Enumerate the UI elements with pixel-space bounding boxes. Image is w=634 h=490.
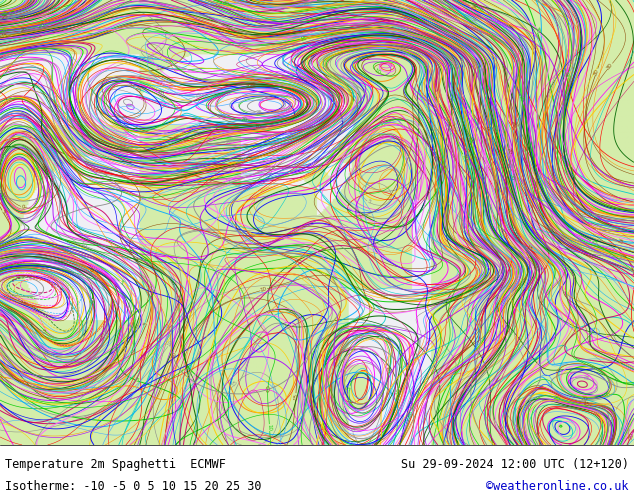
- Text: 20: 20: [241, 118, 249, 123]
- Text: 0: 0: [15, 298, 20, 304]
- Text: 25: 25: [590, 239, 598, 247]
- Text: 20: 20: [18, 17, 26, 24]
- Text: 30: 30: [606, 62, 614, 71]
- Text: 25: 25: [517, 95, 524, 103]
- Text: 15: 15: [503, 245, 511, 254]
- Text: 25: 25: [469, 4, 478, 11]
- Text: 15: 15: [347, 426, 355, 434]
- Text: 10: 10: [460, 153, 468, 162]
- Text: 20: 20: [0, 28, 7, 34]
- Text: 15: 15: [525, 245, 533, 253]
- Text: 20: 20: [625, 426, 632, 434]
- Text: 10: 10: [260, 286, 268, 293]
- Text: 20: 20: [225, 139, 233, 145]
- Text: 20: 20: [581, 396, 588, 402]
- Text: 20: 20: [510, 120, 517, 128]
- Text: 25: 25: [11, 14, 18, 20]
- Text: ©weatheronline.co.uk: ©weatheronline.co.uk: [486, 480, 629, 490]
- Text: 30: 30: [555, 111, 561, 119]
- Text: 25: 25: [469, 17, 477, 25]
- Text: 10: 10: [79, 242, 87, 250]
- Text: 10: 10: [171, 351, 178, 360]
- Text: 0: 0: [20, 204, 25, 210]
- Text: 0: 0: [0, 269, 3, 274]
- Text: 5: 5: [43, 172, 49, 177]
- Text: 5: 5: [118, 280, 124, 286]
- Text: 15: 15: [231, 379, 240, 388]
- Text: 0: 0: [89, 298, 95, 303]
- Text: 20: 20: [249, 82, 257, 88]
- Text: Su 29-09-2024 12:00 UTC (12+120): Su 29-09-2024 12:00 UTC (12+120): [401, 458, 629, 470]
- Text: 20: 20: [221, 0, 230, 7]
- Text: 20: 20: [628, 432, 634, 441]
- Text: 15: 15: [300, 36, 307, 42]
- Text: 10: 10: [395, 388, 401, 395]
- Text: 15: 15: [466, 136, 473, 144]
- Text: 10: 10: [145, 55, 153, 62]
- Text: 20: 20: [604, 392, 611, 397]
- Text: 20: 20: [552, 395, 560, 402]
- Text: 25: 25: [507, 161, 513, 169]
- Text: 10: 10: [385, 366, 391, 373]
- Text: 5: 5: [134, 377, 139, 384]
- Text: 0: 0: [41, 329, 46, 335]
- Text: 15: 15: [583, 402, 590, 408]
- Text: 20: 20: [507, 173, 514, 181]
- Text: 30: 30: [566, 71, 572, 78]
- Text: 5: 5: [47, 259, 52, 265]
- Text: 25: 25: [583, 375, 590, 382]
- Text: 10: 10: [133, 85, 141, 94]
- Text: 5: 5: [143, 321, 149, 327]
- Text: 30: 30: [533, 25, 540, 34]
- Text: 20: 20: [306, 387, 312, 394]
- Text: 15: 15: [195, 93, 203, 99]
- Text: 30: 30: [593, 68, 600, 76]
- Text: 25: 25: [302, 1, 311, 7]
- Text: 20: 20: [18, 15, 26, 21]
- Text: 0: 0: [88, 267, 93, 273]
- Text: 5: 5: [2, 152, 8, 158]
- Text: 10: 10: [254, 123, 261, 129]
- Text: 10: 10: [267, 424, 272, 431]
- Text: 15: 15: [1, 33, 9, 39]
- Text: 5: 5: [0, 209, 6, 215]
- Text: 10: 10: [166, 339, 174, 348]
- Text: 20: 20: [156, 89, 165, 97]
- Text: 20: 20: [491, 125, 498, 133]
- Text: 10: 10: [407, 410, 414, 418]
- Text: 20: 20: [37, 22, 45, 28]
- Text: 25: 25: [1, 11, 9, 17]
- Text: 15: 15: [293, 393, 299, 400]
- Text: 5: 5: [366, 199, 372, 205]
- Text: 25: 25: [617, 238, 625, 245]
- Text: 20: 20: [20, 27, 28, 33]
- Text: Temperature 2m Spaghetti  ECMWF: Temperature 2m Spaghetti ECMWF: [5, 458, 226, 470]
- Text: 5: 5: [132, 256, 138, 262]
- Text: Isotherme: -10 -5 0 5 10 15 20 25 30: Isotherme: -10 -5 0 5 10 15 20 25 30: [5, 480, 262, 490]
- Text: 25: 25: [256, 110, 262, 116]
- Text: 25: 25: [611, 409, 618, 417]
- Text: 20: 20: [506, 147, 513, 155]
- Text: 5: 5: [30, 358, 36, 364]
- Text: 25: 25: [9, 10, 16, 16]
- Text: 15: 15: [482, 125, 488, 133]
- Text: 25: 25: [1, 14, 8, 20]
- Text: 10: 10: [373, 68, 382, 76]
- Text: 30: 30: [618, 254, 625, 261]
- Text: 15: 15: [168, 323, 175, 331]
- Text: 5: 5: [378, 121, 384, 127]
- Text: 5: 5: [347, 386, 353, 390]
